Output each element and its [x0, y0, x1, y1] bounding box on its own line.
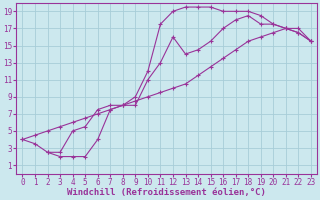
X-axis label: Windchill (Refroidissement éolien,°C): Windchill (Refroidissement éolien,°C)	[67, 188, 266, 197]
